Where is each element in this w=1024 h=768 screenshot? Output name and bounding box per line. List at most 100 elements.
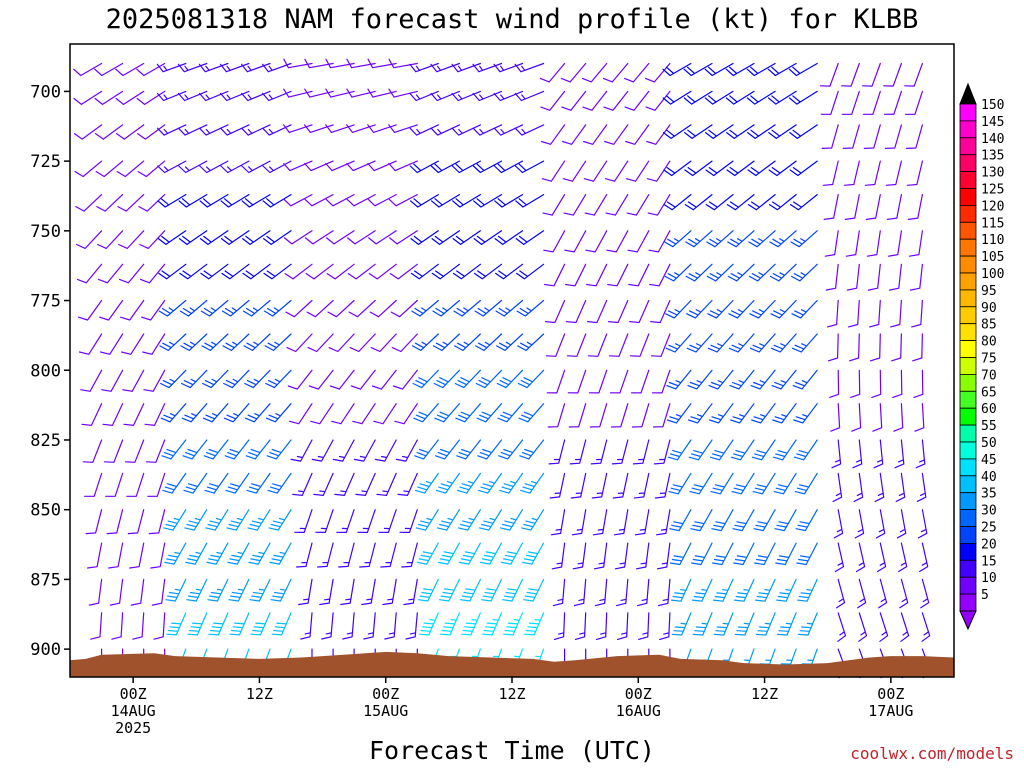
wind-barb xyxy=(755,578,776,602)
wind-barb xyxy=(879,612,889,642)
wind-barb xyxy=(883,62,902,87)
wind-barb xyxy=(629,333,650,357)
colorbar-label: 30 xyxy=(981,504,997,519)
colorbar-segment xyxy=(959,492,977,511)
wind-barb xyxy=(566,333,587,357)
wind-barb xyxy=(99,299,124,321)
credit-text: coolwx.com/models xyxy=(850,744,1014,763)
wind-barb xyxy=(334,472,355,496)
y-tick-label: 900 xyxy=(30,640,61,660)
wind-barb xyxy=(514,124,545,136)
colorbar-label: 65 xyxy=(981,385,997,400)
wind-barb xyxy=(541,160,566,182)
wind-barb xyxy=(122,369,145,392)
wind-barb xyxy=(646,160,671,182)
colorbar-label: 75 xyxy=(981,352,997,367)
wind-barb xyxy=(730,403,755,424)
wind-barb xyxy=(139,230,166,249)
wind-barb xyxy=(646,124,671,145)
wind-barb xyxy=(540,124,566,145)
wind-barb xyxy=(572,542,587,570)
wind-barb xyxy=(73,90,103,105)
colorbar-label: 40 xyxy=(981,470,997,485)
wind-barb xyxy=(664,263,692,282)
wind-barb xyxy=(514,160,545,174)
wind-barb xyxy=(473,194,503,208)
colorbar-label: 95 xyxy=(981,284,997,299)
wind-barb xyxy=(874,472,885,502)
wind-barb xyxy=(819,62,839,87)
wind-barb xyxy=(776,578,797,602)
wind-barb xyxy=(472,124,503,136)
wind-barb xyxy=(686,333,713,353)
wind-barb xyxy=(662,62,692,77)
wind-barb xyxy=(771,369,797,390)
wind-barb xyxy=(908,230,923,257)
wind-barb xyxy=(151,578,166,606)
wind-barb xyxy=(607,263,629,287)
wind-barb xyxy=(94,124,124,140)
wind-barb xyxy=(184,509,208,531)
colorbar-segment xyxy=(959,373,977,392)
wind-barb xyxy=(751,403,776,424)
wind-barb xyxy=(726,194,755,211)
wind-barb xyxy=(223,403,250,423)
wind-barb xyxy=(220,194,250,208)
colorbar-label: 135 xyxy=(981,149,1004,164)
wind-barb xyxy=(829,369,840,398)
wind-barb xyxy=(635,542,650,570)
wind-barb xyxy=(438,578,460,602)
wind-barb xyxy=(613,509,629,536)
wind-barb xyxy=(477,439,503,460)
wind-barb xyxy=(789,124,818,139)
wind-barb xyxy=(132,612,145,640)
wind-barb xyxy=(668,472,692,495)
wind-barb xyxy=(401,542,418,568)
wind-barb xyxy=(475,369,503,389)
wind-barb xyxy=(325,88,355,98)
wind-barb xyxy=(161,439,187,460)
wind-barb xyxy=(608,333,629,357)
wind-barb xyxy=(493,62,524,73)
wind-barb xyxy=(652,403,671,428)
wind-barb xyxy=(413,403,439,423)
wind-barb xyxy=(482,612,503,636)
wind-barb xyxy=(382,578,397,606)
colorbar-label: 140 xyxy=(981,132,1004,147)
wind-barb xyxy=(920,578,930,609)
wind-barb xyxy=(890,299,902,328)
colorbar-label: 150 xyxy=(981,98,1004,113)
colorbar-segment xyxy=(959,509,977,527)
wind-barb xyxy=(626,194,650,216)
wind-barb xyxy=(94,90,124,105)
wind-barb xyxy=(824,230,839,257)
wind-barb xyxy=(116,160,145,178)
wind-barb xyxy=(271,612,292,636)
wind-barb xyxy=(589,403,608,428)
wind-barb xyxy=(201,333,229,351)
wind-barb xyxy=(574,612,587,640)
wind-barb xyxy=(136,90,166,105)
wind-barb xyxy=(308,369,334,390)
wind-barb xyxy=(746,62,776,77)
wind-barb xyxy=(713,612,734,636)
wind-barb xyxy=(346,124,376,133)
wind-barb xyxy=(329,369,355,390)
wind-barb xyxy=(727,230,755,248)
wind-barb xyxy=(384,612,397,640)
colorbar-label: 20 xyxy=(981,537,997,552)
wind-barb xyxy=(712,578,734,602)
wind-barb xyxy=(264,333,292,351)
wind-barb xyxy=(584,194,608,216)
wind-barb xyxy=(914,403,925,432)
wind-barb xyxy=(242,299,271,317)
wind-barb xyxy=(851,403,862,432)
colorbar-label: 100 xyxy=(981,267,1004,282)
wind-barb xyxy=(415,509,439,531)
wind-barb xyxy=(553,612,566,640)
wind-barb xyxy=(78,333,103,355)
x-tick-label: 14AUG xyxy=(111,702,156,720)
wind-barb xyxy=(87,542,103,569)
wind-barb xyxy=(389,230,418,245)
wind-barb xyxy=(659,612,671,640)
